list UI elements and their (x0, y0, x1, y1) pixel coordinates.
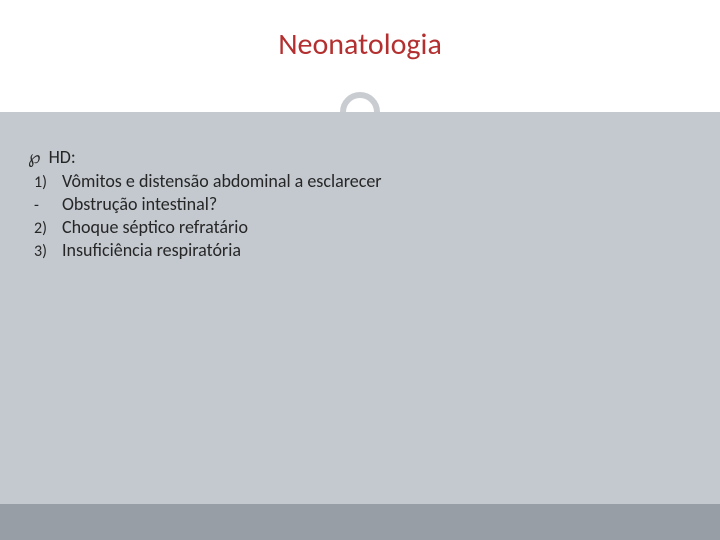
content-list: 1) Vômitos e distensão abdominal a escla… (34, 170, 692, 261)
heading-text: HD: (49, 146, 76, 168)
content-heading: ℘ HD: (28, 146, 692, 168)
list-item: 2) Choque séptico refratário (34, 216, 692, 238)
list-text: Vômitos e distensão abdominal a esclarec… (62, 170, 382, 192)
list-item: 3) Insuficiência respiratória (34, 239, 692, 261)
slide-title: Neonatologia (0, 26, 720, 63)
script-bullet-icon: ℘ (28, 148, 41, 166)
body-region: ℘ HD: 1) Vômitos e distensão abdominal a… (0, 112, 720, 504)
slide: Neonatologia ℘ HD: 1) Vômitos e distensã… (0, 0, 720, 540)
list-item: - Obstrução intestinal? (34, 193, 692, 215)
footer-band (0, 504, 720, 540)
list-text: Insuficiência respiratória (62, 239, 241, 261)
list-marker: 1) (34, 173, 62, 192)
list-item: 1) Vômitos e distensão abdominal a escla… (34, 170, 692, 192)
list-marker: - (34, 196, 62, 215)
list-text: Obstrução intestinal? (62, 193, 217, 215)
list-text: Choque séptico refratário (62, 216, 248, 238)
list-marker: 2) (34, 219, 62, 238)
list-marker: 3) (34, 242, 62, 261)
